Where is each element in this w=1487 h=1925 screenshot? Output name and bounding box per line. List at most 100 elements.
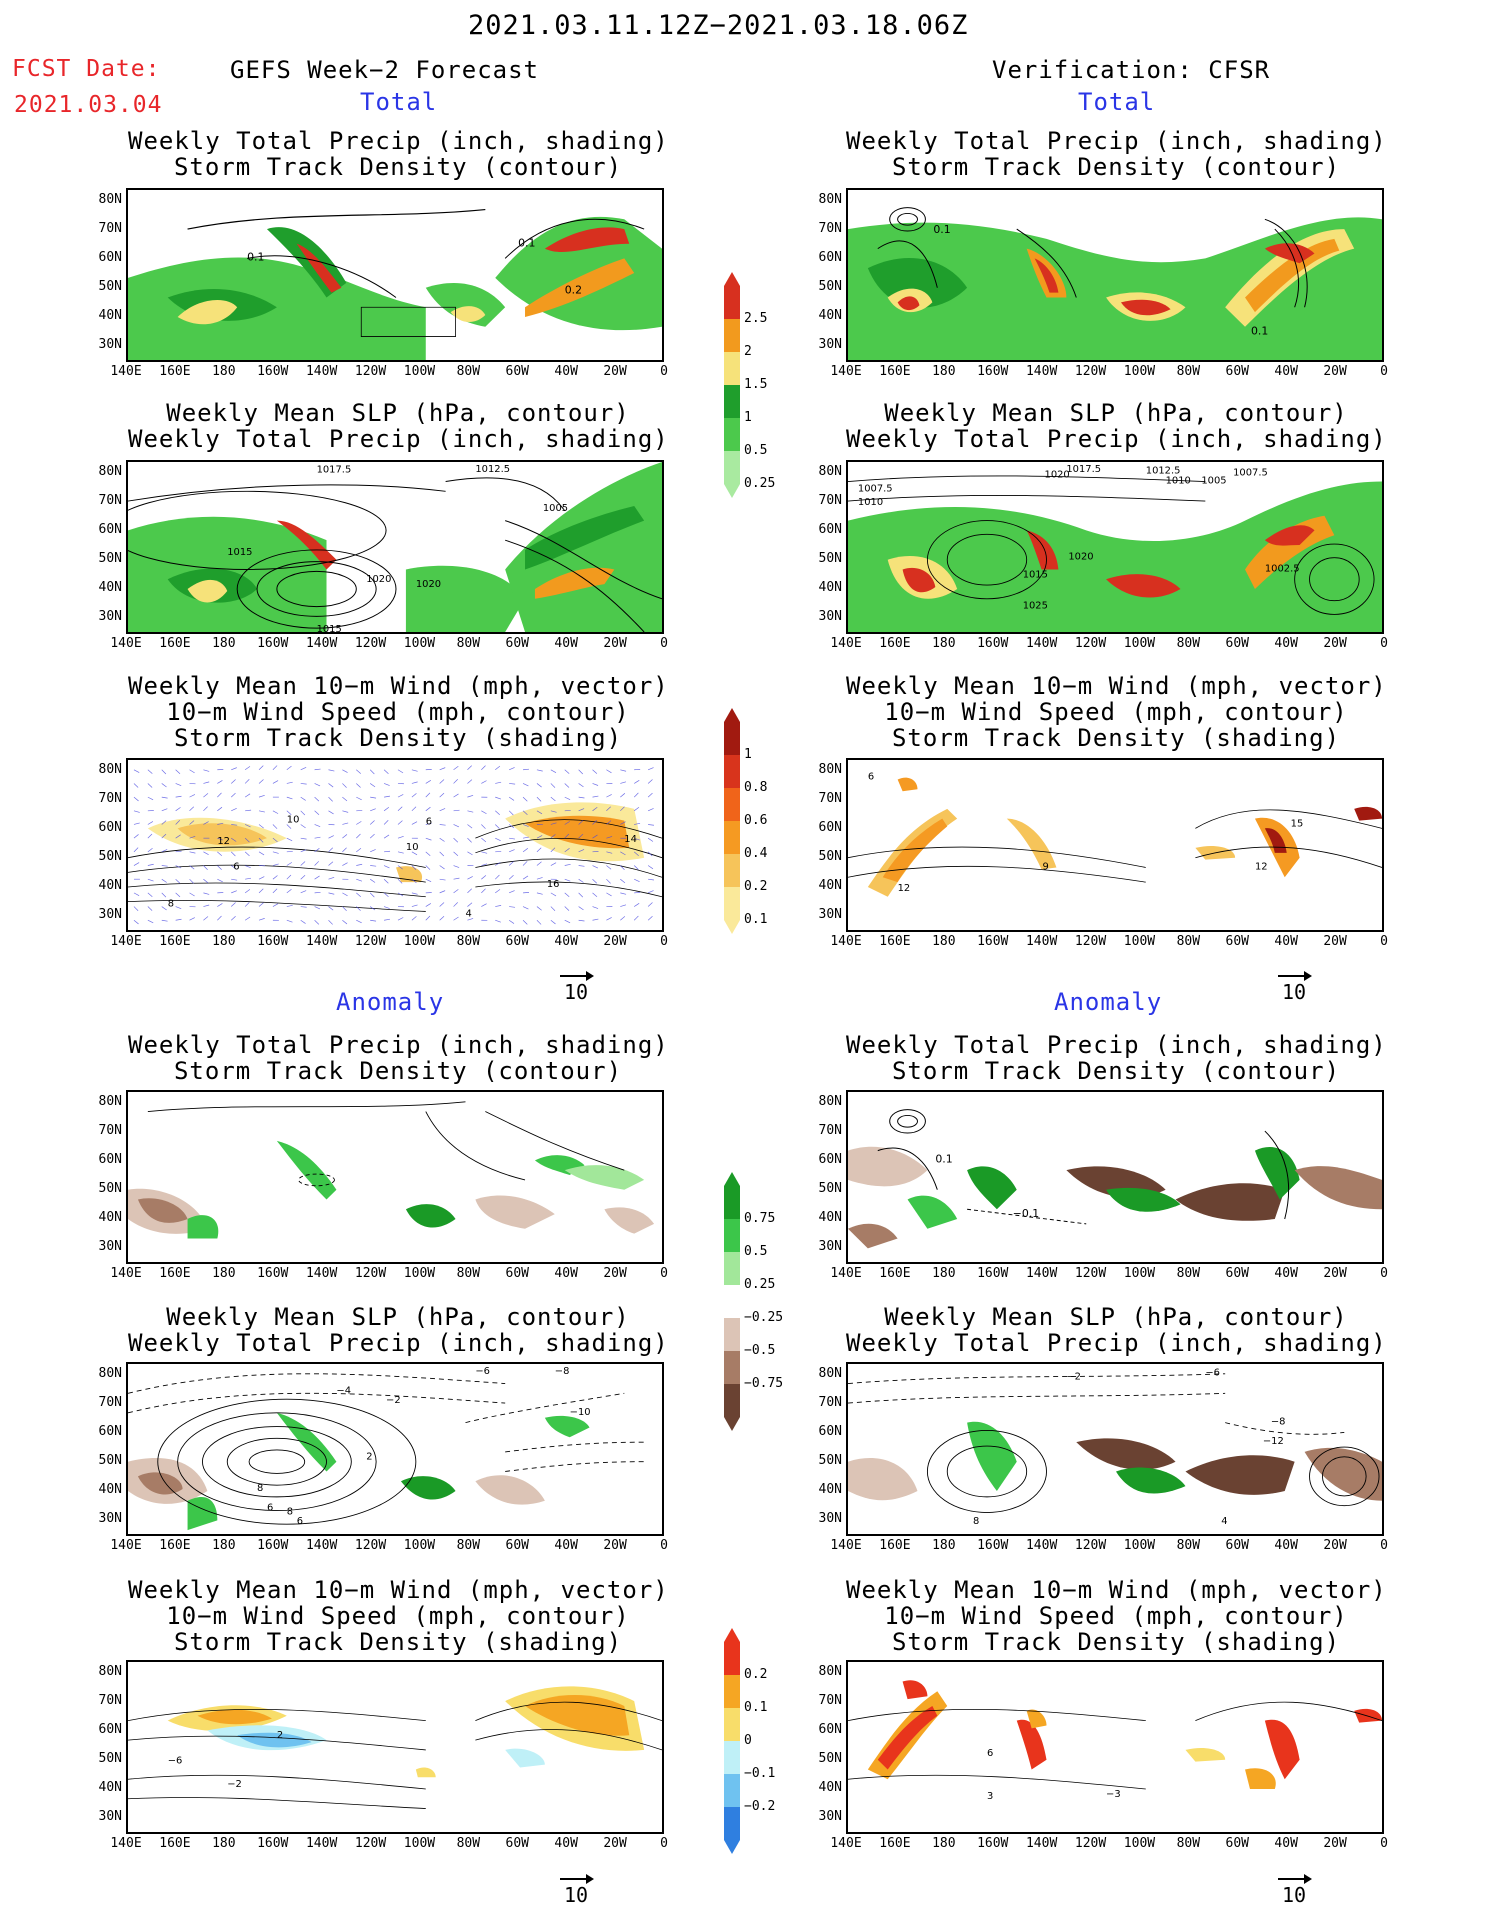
longitude-tick-label: 80W bbox=[456, 636, 481, 651]
latitude-tick-label: 60N bbox=[98, 1152, 122, 1167]
colorbar-segment bbox=[724, 1384, 740, 1417]
title-line: Storm Track Density (contour) bbox=[891, 1057, 1341, 1085]
title-line: Storm Track Density (contour) bbox=[173, 153, 623, 181]
longitude-tick-label: 120W bbox=[1074, 1266, 1107, 1281]
latitude-tick-label: 70N bbox=[98, 221, 122, 236]
longitude-tick-label: 60W bbox=[1225, 1836, 1249, 1851]
latitude-tick-label: 40N bbox=[98, 1482, 122, 1497]
longitude-tick-label: 120W bbox=[354, 1538, 387, 1553]
contour-label: 1020 bbox=[1068, 552, 1093, 563]
longitude-tick-label: 0 bbox=[660, 636, 668, 651]
contour-label: −4 bbox=[336, 1385, 351, 1396]
map-panel-forecast-precip-anomaly bbox=[126, 1090, 664, 1264]
colorbar-end-cap bbox=[724, 920, 740, 934]
longitude-tick-label: 80W bbox=[456, 1836, 481, 1851]
colorbar-segment bbox=[724, 418, 740, 451]
longitude-tick-label: 160W bbox=[257, 364, 289, 379]
map-panel-cfsr-wind: 6 9 12 15 12 bbox=[846, 758, 1384, 932]
contour-label: 1015 bbox=[227, 547, 252, 558]
colorbar-tick-label: 0.2 bbox=[744, 879, 768, 894]
latitude-tick-label: 70N bbox=[98, 1395, 122, 1410]
latitude-tick-label: 40N bbox=[818, 1482, 842, 1497]
longitude-tick-label: 0 bbox=[660, 364, 668, 379]
latitude-tick-label: 30N bbox=[98, 1809, 122, 1824]
title-line: Weekly Total Precip (inch, shading) bbox=[846, 127, 1387, 155]
contour-label: −2 bbox=[227, 1779, 242, 1790]
longitude-tick-label: 120W bbox=[1074, 934, 1107, 949]
latitude-tick-label: 30N bbox=[818, 907, 842, 922]
longitude-tick-label: 140W bbox=[305, 364, 338, 379]
longitude-tick-label: 20W bbox=[1323, 1538, 1347, 1553]
longitude-tick-label: 180 bbox=[212, 1266, 236, 1281]
colorbar-tick-label: 0 bbox=[744, 1733, 752, 1748]
latitude-tick-label: 70N bbox=[818, 791, 842, 806]
contour-label: 1017.5 bbox=[317, 465, 352, 476]
contour-label: 1010 bbox=[1166, 476, 1191, 487]
title-line: Weekly Mean 10−m Wind (mph, vector) bbox=[846, 1576, 1387, 1604]
colorbar-total-storm: 1 0.8 0.6 0.4 0.2 0.1 bbox=[724, 708, 814, 940]
vector-reference-label: 10 bbox=[1281, 980, 1307, 1004]
contour-label: 1005 bbox=[1201, 476, 1226, 487]
colorbar-tick-label: 0.5 bbox=[744, 443, 768, 458]
longitude-tick-label: 160W bbox=[977, 636, 1009, 651]
contour-label: 1020 bbox=[416, 579, 441, 590]
colorbar-tick-label: 1.5 bbox=[744, 377, 768, 392]
colorbar-segment bbox=[724, 1351, 740, 1384]
longitude-tick-label: 160E bbox=[159, 1266, 191, 1281]
colorbar-segment bbox=[724, 385, 740, 418]
longitude-tick-label: 40W bbox=[554, 934, 578, 949]
colorbar-tick-label: 0.25 bbox=[744, 1277, 776, 1292]
longitude-tick-label: 160E bbox=[879, 1266, 911, 1281]
longitude-tick-label: 180 bbox=[932, 364, 956, 379]
longitude-tick-label: 20W bbox=[603, 934, 627, 949]
latitude-tick-label: 50N bbox=[98, 1181, 122, 1196]
longitude-tick-label: 160W bbox=[977, 934, 1009, 949]
contour-label: 4 bbox=[465, 908, 471, 919]
longitude-tick-label: 80W bbox=[456, 364, 481, 379]
longitude-tick-label: 100W bbox=[1123, 934, 1156, 949]
latitude-tick-label: 70N bbox=[98, 493, 122, 508]
colorbar-segment bbox=[724, 722, 740, 755]
panel-title-l4: Weekly Total Precip (inch, shading) Stor… bbox=[128, 1032, 668, 1084]
colorbar-segment bbox=[724, 1708, 740, 1741]
longitude-tick-label: 160E bbox=[159, 934, 191, 949]
right-column-title: Verification: CFSR bbox=[992, 56, 1271, 84]
contour-label: 0.2 bbox=[565, 284, 582, 297]
colorbar-tick-label: 0.8 bbox=[744, 780, 768, 795]
longitude-tick-label: 140W bbox=[305, 934, 338, 949]
colorbar-segment bbox=[724, 854, 740, 887]
colorbar-segment bbox=[724, 1285, 740, 1318]
longitude-tick-label: 20W bbox=[1323, 1836, 1347, 1851]
longitude-tick-label: 140E bbox=[110, 1836, 142, 1851]
latitude-tick-label: 40N bbox=[98, 878, 122, 893]
title-line: 10−m Wind Speed (mph, contour) bbox=[166, 1602, 630, 1630]
longitude-tick-label: 0 bbox=[1380, 636, 1388, 651]
longitude-tick-label: 20W bbox=[603, 1266, 627, 1281]
longitude-tick-label: 140W bbox=[305, 1538, 338, 1553]
longitude-tick-label: 80W bbox=[1176, 1266, 1201, 1281]
latitude-tick-label: 60N bbox=[818, 522, 842, 537]
latitude-tick-label: 60N bbox=[98, 522, 122, 537]
colorbar-segment bbox=[724, 887, 740, 920]
title-line: Weekly Total Precip (inch, shading) bbox=[846, 1031, 1387, 1059]
contour-label: −10 bbox=[570, 1407, 591, 1418]
contour-label: −8 bbox=[1271, 1417, 1286, 1428]
colorbar-segment bbox=[724, 1252, 740, 1285]
colorbar-tick-label: 0.75 bbox=[744, 1211, 776, 1226]
latitude-tick-label: 50N bbox=[818, 551, 842, 566]
colorbar-tick-label: 0.2 bbox=[744, 1667, 768, 1682]
vector-reference-arrow bbox=[1278, 1874, 1312, 1884]
contour-label: 8 bbox=[257, 1483, 263, 1494]
map-panel-cfsr-precip-anomaly: 0.1 −0.1 bbox=[846, 1090, 1384, 1264]
title-line: Weekly Total Precip (inch, shading) bbox=[128, 1031, 669, 1059]
longitude-tick-label: 20W bbox=[1323, 934, 1347, 949]
longitude-tick-label: 20W bbox=[603, 1836, 627, 1851]
longitude-tick-label: 100W bbox=[1123, 636, 1156, 651]
right-total-heading: Total bbox=[1078, 88, 1156, 116]
contour-label: 1002.5 bbox=[1265, 563, 1300, 574]
colorbar-tick-label: −0.2 bbox=[744, 1799, 776, 1814]
panel-title-l6: Weekly Mean 10−m Wind (mph, vector) 10−m… bbox=[128, 1577, 668, 1655]
longitude-tick-label: 0 bbox=[1380, 1836, 1388, 1851]
contour-label: 12 bbox=[1255, 861, 1268, 872]
longitude-tick-label: 0 bbox=[660, 1538, 668, 1553]
